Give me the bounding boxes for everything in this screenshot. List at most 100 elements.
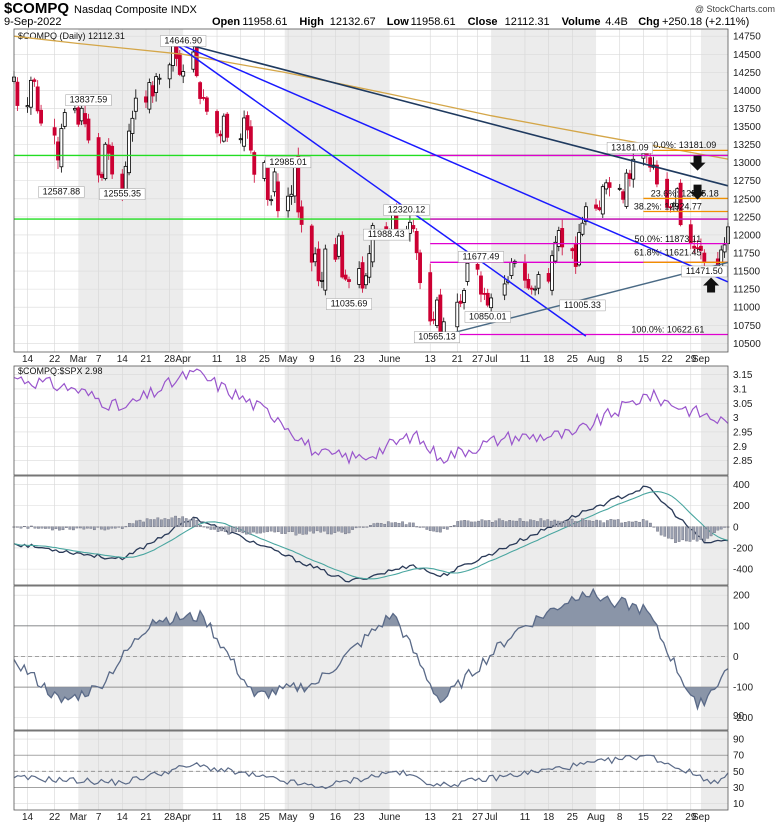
price-annotation: 12587.88	[43, 186, 81, 196]
ohlc-open-label: Open	[212, 16, 240, 28]
macd-histogram-bar	[442, 526, 446, 529]
macd-histogram-bar	[135, 520, 138, 527]
macd-histogram-bar	[411, 522, 415, 527]
macd-histogram-bar	[487, 520, 491, 527]
candle-body	[35, 86, 40, 112]
value-tick-label: 13250	[733, 140, 761, 151]
date-tick-label: 27	[472, 354, 484, 365]
macd-histogram-bar	[567, 520, 570, 527]
fib-label: 50.0%: 11873.11	[634, 234, 701, 244]
value-tick-label: 0	[733, 652, 739, 663]
candle-body	[367, 253, 372, 278]
macd-histogram-bar	[688, 526, 692, 542]
macd-histogram-bar	[241, 526, 245, 534]
date-tick-label: Sep	[692, 812, 710, 823]
fib-label: 61.8%: 11621.45	[634, 247, 701, 257]
ohlc-close-label: Close	[468, 16, 498, 28]
value-tick-label: 100	[733, 621, 750, 632]
date-tick-label: 25	[567, 354, 579, 365]
value-tick-label: 13750	[733, 104, 761, 115]
macd-histogram-bar	[477, 520, 480, 527]
macd-histogram-bar	[266, 526, 269, 533]
candle-body	[167, 64, 172, 80]
macd-histogram-bar	[539, 518, 543, 527]
candle-body	[15, 81, 20, 106]
date-tick-label: 9	[309, 812, 315, 823]
macd-histogram-bar	[497, 518, 501, 527]
macd-histogram-bar	[677, 526, 681, 542]
macd-histogram-bar	[117, 526, 121, 528]
macd-histogram-bar	[656, 526, 659, 532]
macd-histogram-bar	[515, 520, 518, 527]
candle-body	[529, 287, 534, 290]
price-annotation-box	[606, 142, 653, 154]
macd-histogram-bar	[408, 522, 412, 527]
price-annotation-box	[383, 204, 430, 216]
value-tick-label: 11000	[733, 303, 761, 314]
value-tick-label: -200	[733, 713, 753, 724]
candle-body	[191, 51, 196, 70]
value-tick-label: 2.85	[733, 456, 753, 467]
macd-histogram-bar	[560, 521, 563, 527]
macd-signal-line	[13, 491, 729, 580]
month-band	[700, 586, 728, 730]
date-tick-label: 21	[452, 812, 464, 823]
ohlc-volume-value: 4.4B	[605, 16, 628, 28]
price-annotation-box	[65, 94, 112, 106]
candle-body	[245, 115, 250, 131]
macd-histogram-bar	[283, 526, 287, 534]
macd-histogram-bar	[92, 526, 96, 531]
macd-histogram-bar	[142, 521, 145, 527]
macd-histogram-bar	[145, 518, 149, 527]
ohlc-high-value: 12132.67	[330, 16, 376, 28]
candle-body	[458, 300, 463, 304]
macd-histogram-bar	[44, 526, 47, 529]
macd-histogram-bar	[40, 526, 44, 529]
price-annotation: 11988.43	[368, 229, 405, 239]
candle-body	[560, 228, 565, 248]
index-name: Nasdaq Composite INDX	[74, 4, 198, 16]
rsi-line	[13, 754, 729, 790]
macd-histogram-bar	[641, 519, 645, 527]
macd-histogram-bar	[326, 526, 330, 535]
date-tick-label: 15	[638, 354, 650, 365]
candle-body	[621, 191, 626, 200]
macd-histogram-bar	[124, 526, 128, 528]
macd-histogram-bar	[301, 526, 305, 535]
trendline-navy	[169, 39, 729, 187]
date-tick-label: 21	[452, 354, 464, 365]
macd-histogram-bar	[216, 526, 220, 532]
macd-histogram-bar	[308, 526, 312, 532]
macd-histogram-bar	[99, 526, 103, 530]
candle-body	[414, 231, 419, 254]
candle-body	[475, 263, 480, 270]
candle-body	[252, 152, 257, 175]
candle-body	[225, 113, 230, 138]
macd-histogram-bar	[347, 526, 351, 534]
candle-body	[242, 117, 247, 147]
candle-body	[59, 128, 64, 168]
macd-histogram-bar	[79, 526, 82, 529]
macd-histogram-bar	[616, 519, 620, 527]
candle-body	[39, 109, 43, 124]
candle-body	[96, 137, 101, 176]
trendline-blue	[169, 39, 587, 337]
price-annotation-box	[326, 298, 373, 310]
candle-body	[546, 273, 551, 282]
date-tick-label: 18	[235, 354, 247, 365]
macd-histogram-bar	[394, 522, 397, 527]
macd-histogram-bar	[156, 517, 160, 527]
macd-histogram-bar	[365, 526, 369, 528]
date-tick-label: Aug	[587, 354, 605, 365]
panel-border	[13, 28, 729, 353]
macd-panel: -400 -200 0 200 400	[12, 476, 753, 585]
macd-histogram-bar	[713, 526, 716, 533]
macd-histogram-bar	[463, 519, 466, 527]
macd-histogram-bar	[340, 526, 344, 533]
month-band	[78, 586, 184, 730]
candle-body	[174, 45, 179, 59]
date-tick-label: 11	[212, 812, 223, 823]
panel-border	[13, 365, 729, 476]
candle-body	[309, 225, 314, 263]
candle-body	[238, 138, 243, 141]
